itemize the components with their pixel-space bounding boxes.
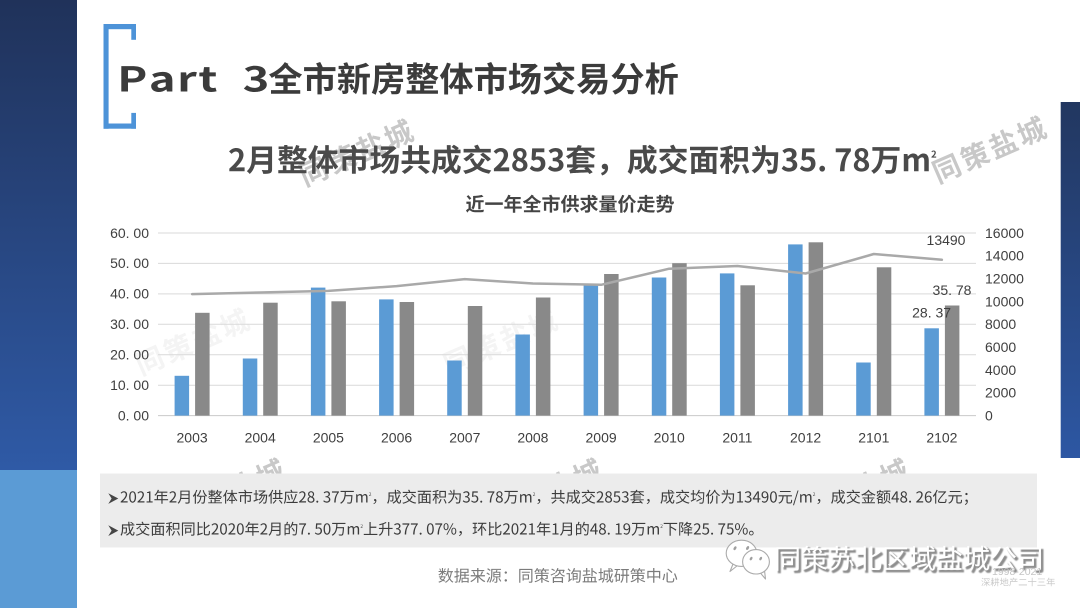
svg-text:2000: 2000 xyxy=(985,385,1016,401)
svg-text:2003: 2003 xyxy=(177,430,208,446)
svg-text:2007: 2007 xyxy=(449,430,480,446)
svg-text:20. 00: 20. 00 xyxy=(110,347,149,363)
svg-text:16000: 16000 xyxy=(985,225,1024,241)
svg-text:2011: 2011 xyxy=(722,430,752,446)
svg-text:28. 37: 28. 37 xyxy=(912,305,951,321)
svg-text:2101: 2101 xyxy=(858,430,889,446)
svg-text:2008: 2008 xyxy=(517,430,548,446)
svg-text:2004: 2004 xyxy=(245,430,276,446)
svg-text:2005: 2005 xyxy=(313,430,344,446)
svg-text:6000: 6000 xyxy=(985,339,1016,355)
svg-text:35. 78: 35. 78 xyxy=(933,282,972,298)
svg-text:14000: 14000 xyxy=(985,248,1024,264)
svg-text:0. 00: 0. 00 xyxy=(118,407,149,423)
svg-text:8000: 8000 xyxy=(985,316,1016,332)
svg-text:12000: 12000 xyxy=(985,270,1024,286)
svg-text:10. 00: 10. 00 xyxy=(110,377,149,393)
svg-text:2009: 2009 xyxy=(586,430,617,446)
svg-text:30. 00: 30. 00 xyxy=(110,316,149,332)
svg-text:0: 0 xyxy=(985,407,993,423)
svg-text:50. 00: 50. 00 xyxy=(110,255,149,271)
svg-text:10000: 10000 xyxy=(985,293,1024,309)
svg-text:1998-2021: 1998-2021 xyxy=(992,566,1042,578)
svg-text:40. 00: 40. 00 xyxy=(110,286,149,302)
svg-text:2006: 2006 xyxy=(381,430,412,446)
svg-text:2010: 2010 xyxy=(654,430,685,446)
svg-text:60. 00: 60. 00 xyxy=(110,225,149,241)
svg-text:13490: 13490 xyxy=(927,232,966,248)
svg-text:2102: 2102 xyxy=(926,430,957,446)
svg-text:4000: 4000 xyxy=(985,362,1016,378)
svg-text:2012: 2012 xyxy=(790,430,821,446)
